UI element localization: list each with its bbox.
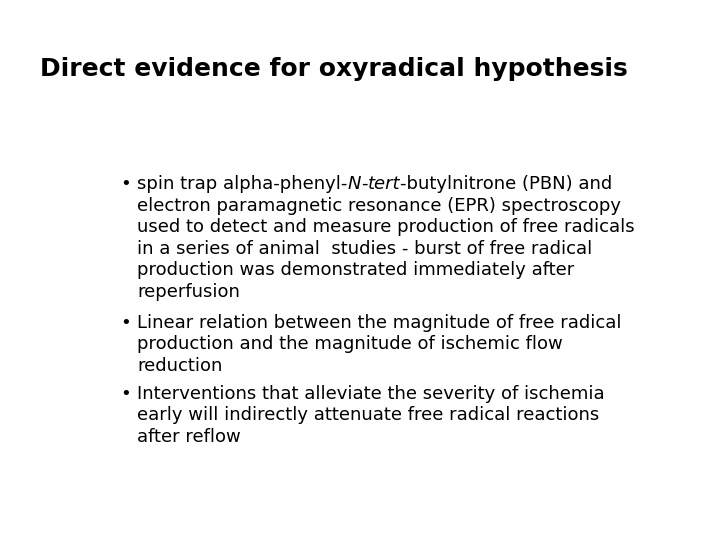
Text: •: • bbox=[121, 384, 132, 403]
Text: -: - bbox=[361, 175, 368, 193]
Text: early will indirectly attenuate free radical reactions: early will indirectly attenuate free rad… bbox=[138, 406, 600, 424]
Text: tert: tert bbox=[368, 175, 400, 193]
Text: reduction: reduction bbox=[138, 357, 222, 375]
Text: reperfusion: reperfusion bbox=[138, 283, 240, 301]
Text: used to detect and measure production of free radicals: used to detect and measure production of… bbox=[138, 218, 635, 236]
Text: -butylnitrone (PBN) and: -butylnitrone (PBN) and bbox=[400, 175, 613, 193]
Text: Interventions that alleviate the severity of ischemia: Interventions that alleviate the severit… bbox=[138, 384, 605, 403]
Text: in a series of animal  studies - burst of free radical: in a series of animal studies - burst of… bbox=[138, 240, 593, 258]
Text: Linear relation between the magnitude of free radical: Linear relation between the magnitude of… bbox=[138, 314, 622, 332]
Text: N: N bbox=[348, 175, 361, 193]
Text: spin trap alpha-phenyl-: spin trap alpha-phenyl- bbox=[138, 175, 348, 193]
Text: •: • bbox=[121, 314, 132, 332]
Text: production was demonstrated immediately after: production was demonstrated immediately … bbox=[138, 261, 575, 280]
Text: Direct evidence for oxyradical hypothesis: Direct evidence for oxyradical hypothesi… bbox=[40, 57, 627, 80]
Text: •: • bbox=[121, 175, 132, 193]
Text: electron paramagnetic resonance (EPR) spectroscopy: electron paramagnetic resonance (EPR) sp… bbox=[138, 197, 621, 214]
Text: production and the magnitude of ischemic flow: production and the magnitude of ischemic… bbox=[138, 335, 563, 354]
Text: after reflow: after reflow bbox=[138, 428, 241, 446]
